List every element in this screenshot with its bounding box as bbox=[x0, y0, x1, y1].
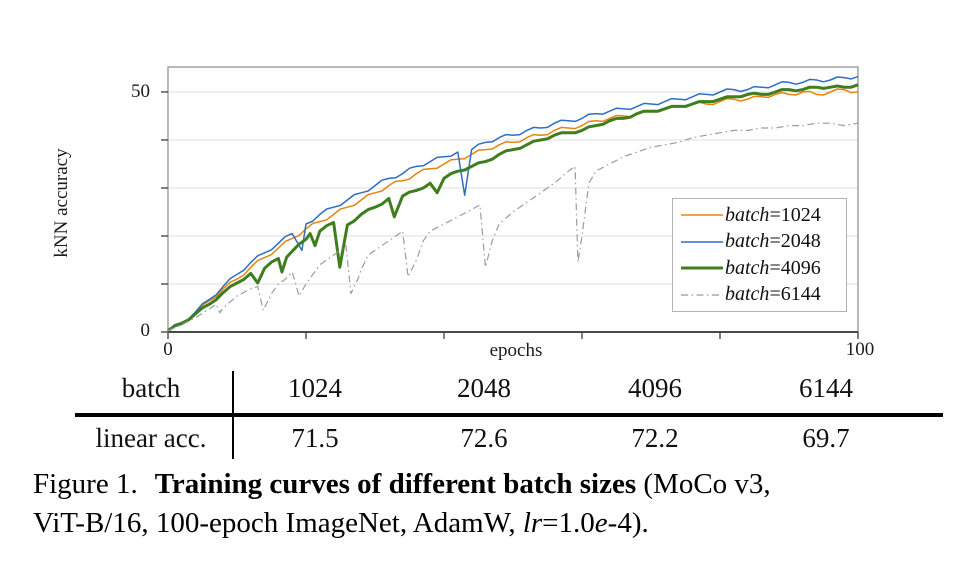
figure-caption: Figure 1. Training curves of different ba… bbox=[33, 465, 968, 543]
legend-label: batch=4096 bbox=[725, 256, 821, 279]
legend-label: batch=2048 bbox=[725, 230, 821, 253]
table-horizontal-rule bbox=[75, 413, 943, 417]
table-row-label: linear acc. bbox=[95, 423, 207, 453]
legend-item-batch-6144: batch=6144 bbox=[680, 283, 840, 306]
series-line-batch-1024 bbox=[167, 88, 859, 332]
linear-acc-4096: 72.2 bbox=[631, 423, 679, 453]
legend-line-sample bbox=[681, 241, 723, 243]
table-value-row: linear acc. 71.5 72.6 72.2 69.7 bbox=[8, 417, 920, 459]
caption-e-italic: e bbox=[594, 507, 608, 539]
caption-line-1: Figure 1. Training curves of different ba… bbox=[33, 465, 968, 504]
table-batch-4096: 4096 bbox=[628, 373, 682, 403]
caption-figure-label: Figure 1. bbox=[33, 468, 138, 500]
x-tick-0: 0 bbox=[163, 339, 173, 360]
linear-acc-1024: 71.5 bbox=[291, 423, 339, 453]
legend-item-batch-1024: batch=1024 bbox=[680, 204, 840, 227]
caption-line2-text: ViT-B/16, 100-epoch ImageNet, AdamW, bbox=[33, 507, 523, 539]
table-batch-2048: 2048 bbox=[457, 373, 511, 403]
linear-acc-6144: 69.7 bbox=[802, 423, 850, 453]
series-line-batch-2048 bbox=[167, 75, 859, 332]
legend-line-sample bbox=[681, 214, 723, 216]
x-axis-label: epochs bbox=[489, 340, 543, 361]
linear-acc-2048: 72.6 bbox=[460, 423, 508, 453]
legend-label: batch=1024 bbox=[725, 203, 821, 226]
legend-line-sample bbox=[681, 294, 723, 296]
table-header-row: batch 1024 2048 4096 6144 bbox=[8, 367, 920, 409]
caption-bold-title: Training curves of different batch sizes bbox=[154, 468, 637, 500]
series-line-batch-4096 bbox=[167, 83, 859, 332]
caption-lr-italic: lr bbox=[522, 507, 543, 539]
table-batch-6144: 6144 bbox=[799, 373, 853, 403]
caption-lr-value: =1.0 bbox=[542, 507, 595, 539]
legend-item-batch-2048: batch=2048 bbox=[680, 230, 840, 253]
caption-tail: -4). bbox=[607, 507, 649, 539]
caption-line-2: ViT-B/16, 100-epoch ImageNet, AdamW, lr=… bbox=[33, 504, 968, 543]
legend-line-sample bbox=[681, 266, 723, 270]
legend-item-batch-4096: batch=4096 bbox=[680, 257, 840, 280]
legend: batch=1024 batch=2048 batch=4096 batch=6144 bbox=[672, 198, 847, 312]
table-header-label: batch bbox=[121, 373, 181, 403]
x-tick-100: 100 bbox=[845, 339, 875, 360]
table-batch-1024: 1024 bbox=[288, 373, 342, 403]
y-tick-0: 0 bbox=[140, 320, 151, 341]
caption-line1-tail: (MoCo v3, bbox=[643, 468, 771, 500]
series-line-batch-6144 bbox=[167, 122, 859, 332]
legend-label: batch=6144 bbox=[725, 283, 821, 306]
y-axis-label: kNN accuracy bbox=[51, 148, 72, 258]
y-tick-50: 50 bbox=[131, 81, 150, 102]
